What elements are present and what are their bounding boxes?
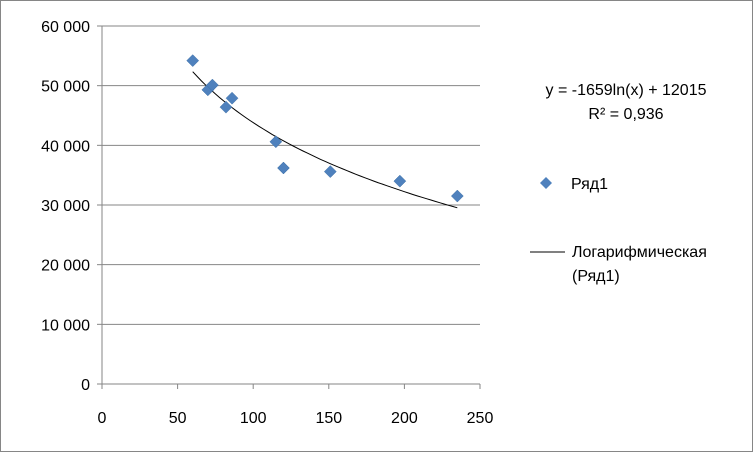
x-tick-label-1: 50: [169, 410, 187, 427]
y-tick-label-4: 40 000: [41, 138, 90, 155]
data-points: [186, 54, 464, 203]
data-point-7: [323, 165, 337, 178]
legend-label-trendline-line1: Логарифмическая: [572, 244, 707, 261]
y-tick-label-5: 50 000: [41, 79, 90, 96]
data-point-8: [393, 174, 407, 188]
data-point-9: [450, 189, 464, 203]
data-point-4: [225, 91, 239, 105]
y-tick-label-3: 30 000: [41, 198, 90, 215]
data-point-6: [277, 161, 290, 175]
data-point-2: [206, 78, 219, 92]
x-tick-label-3: 150: [315, 410, 342, 427]
trendline-r2-text: R² = 0,936: [588, 106, 663, 123]
x-tick-label-0: 0: [98, 410, 107, 427]
trendline-equation-text: y = -1659ln(x) + 12015: [546, 82, 707, 99]
data-point-5: [269, 135, 283, 149]
legend: Ряд1 Логарифмическая (Ряд1): [530, 176, 707, 285]
y-tick-label-0: 0: [81, 377, 90, 394]
gridlines: [102, 25, 480, 325]
data-point-3: [219, 100, 233, 114]
x-tick-label-5: 250: [467, 410, 494, 427]
y-tick-label-2: 20 000: [41, 258, 90, 275]
data-point-0: [186, 54, 200, 67]
legend-label-series1: Ряд1: [571, 176, 608, 193]
axes: [97, 25, 481, 389]
trendline-curve: [192, 71, 458, 209]
tick-labels: 0 10 000 20 000 30 000 40 000 50 000 60 000 0 50…: [41, 19, 493, 427]
x-tick-label-2: 100: [240, 410, 267, 427]
y-tick-label-6: 60 000: [41, 19, 90, 36]
trendline-equation: y = -1659ln(x) + 12015 R² = 0,936: [546, 82, 707, 123]
trendline-layer: [192, 71, 458, 209]
y-tick-label-1: 10 000: [41, 317, 90, 334]
x-tick-label-4: 200: [391, 410, 418, 427]
legend-marker-series1: [540, 177, 552, 189]
legend-label-trendline-line2: (Ряд1): [572, 268, 620, 285]
